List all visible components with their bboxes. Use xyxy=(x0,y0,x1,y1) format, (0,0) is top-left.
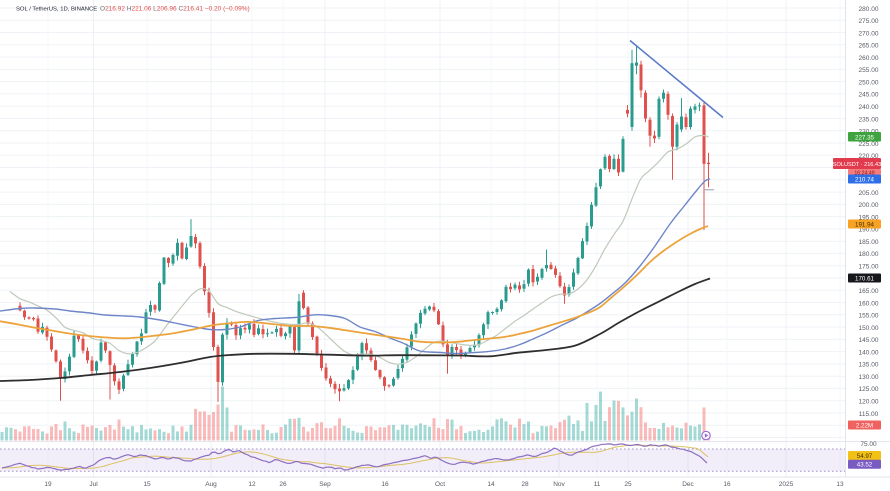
svg-text:275.00: 275.00 xyxy=(859,18,879,25)
svg-text:260.00: 260.00 xyxy=(859,55,879,62)
svg-text:2.22M: 2.22M xyxy=(856,423,873,430)
svg-text:190.00: 190.00 xyxy=(859,227,879,234)
svg-text:54.97: 54.97 xyxy=(857,453,873,460)
svg-text:270.00: 270.00 xyxy=(859,30,879,37)
svg-text:26: 26 xyxy=(279,481,287,488)
svg-text:Jul: Jul xyxy=(89,481,98,488)
svg-text:O216.92 H221.06 L206.96 C216.4: O216.92 H221.06 L206.96 C216.41 −0.20 (−… xyxy=(100,5,250,12)
svg-text:28: 28 xyxy=(521,481,529,488)
svg-text:15: 15 xyxy=(143,481,151,488)
svg-text:165.00: 165.00 xyxy=(859,288,879,295)
svg-text:200.00: 200.00 xyxy=(859,202,879,209)
svg-text:16: 16 xyxy=(381,481,389,488)
svg-text:12: 12 xyxy=(248,481,256,488)
svg-text:175.00: 175.00 xyxy=(859,264,879,271)
svg-text:155.00: 155.00 xyxy=(859,313,879,320)
svg-text:170.61: 170.61 xyxy=(855,276,874,283)
svg-text:220.00: 220.00 xyxy=(859,153,879,160)
svg-text:Oct: Oct xyxy=(435,481,445,488)
svg-text:150.00: 150.00 xyxy=(859,325,879,332)
svg-text:185.00: 185.00 xyxy=(859,239,879,246)
svg-text:Dec: Dec xyxy=(682,481,694,488)
svg-text:255.00: 255.00 xyxy=(859,67,879,74)
svg-text:125.00: 125.00 xyxy=(859,386,879,393)
svg-text:16: 16 xyxy=(723,481,731,488)
svg-text:11: 11 xyxy=(594,481,601,488)
svg-text:SOLUSDT · 216.43: SOLUSDT · 216.43 xyxy=(833,162,881,168)
svg-text:43.52: 43.52 xyxy=(857,462,873,469)
svg-text:140.00: 140.00 xyxy=(859,349,879,356)
svg-text:SOL / TetherUS, 1D, BINANCE: SOL / TetherUS, 1D, BINANCE xyxy=(16,6,97,12)
svg-text:160.00: 160.00 xyxy=(859,300,879,307)
svg-text:235.00: 235.00 xyxy=(859,116,879,123)
svg-text:Aug: Aug xyxy=(205,481,217,488)
svg-text:245.00: 245.00 xyxy=(859,92,879,99)
svg-text:14: 14 xyxy=(487,481,495,488)
svg-text:240.00: 240.00 xyxy=(859,104,879,111)
svg-text:Sep: Sep xyxy=(319,481,331,488)
svg-text:19: 19 xyxy=(44,481,52,488)
svg-text:250.00: 250.00 xyxy=(859,79,879,86)
svg-text:130.00: 130.00 xyxy=(859,374,879,381)
svg-text:115.00: 115.00 xyxy=(859,411,879,418)
svg-text:16:24:49: 16:24:49 xyxy=(854,171,874,177)
svg-text:145.00: 145.00 xyxy=(859,337,879,344)
svg-text:225.00: 225.00 xyxy=(859,141,879,148)
svg-text:Nov: Nov xyxy=(553,481,565,488)
svg-text:120.00: 120.00 xyxy=(859,399,879,406)
svg-text:280.00: 280.00 xyxy=(859,6,879,13)
svg-text:205.00: 205.00 xyxy=(859,190,879,197)
svg-text:265.00: 265.00 xyxy=(859,43,879,50)
svg-text:13: 13 xyxy=(836,481,844,488)
svg-text:180.00: 180.00 xyxy=(859,251,879,258)
svg-text:2025: 2025 xyxy=(779,481,794,488)
svg-text:195.00: 195.00 xyxy=(859,214,879,221)
svg-text:191.94: 191.94 xyxy=(855,222,874,229)
svg-text:75.00: 75.00 xyxy=(860,441,877,448)
svg-text:135.00: 135.00 xyxy=(859,362,879,369)
svg-text:25: 25 xyxy=(624,481,632,488)
svg-text:210.74: 210.74 xyxy=(855,177,874,184)
svg-text:227.35: 227.35 xyxy=(855,134,874,141)
